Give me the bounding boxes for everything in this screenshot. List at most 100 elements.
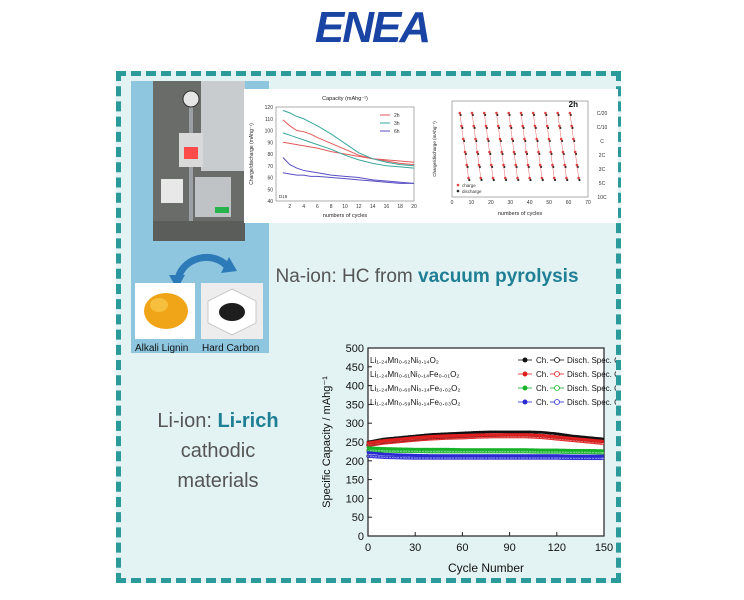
discharge-point bbox=[492, 178, 495, 182]
discharge-point bbox=[600, 441, 605, 445]
discharge-point bbox=[506, 449, 510, 454]
discharge-point bbox=[378, 449, 383, 453]
alkali-lignin-label: Alkali Lignin bbox=[135, 343, 189, 354]
discharge-point bbox=[451, 449, 455, 454]
discharge-point bbox=[416, 438, 421, 442]
discharge-point bbox=[444, 436, 449, 440]
discharge-point bbox=[471, 449, 476, 454]
na-rate-chart: 2h 0 10 20 30 40 50 60 70 numbers of cycles Charge… bbox=[432, 100, 607, 217]
x-tick-label: 0 bbox=[365, 542, 371, 554]
discharge-point bbox=[523, 434, 528, 439]
legend-dis-label: Disch. Spec. Cap. bbox=[567, 398, 616, 407]
discharge-point bbox=[460, 456, 465, 460]
discharge-point bbox=[407, 438, 411, 443]
discharge-point bbox=[511, 449, 515, 454]
discharge-point bbox=[462, 456, 466, 460]
discharge-point bbox=[371, 442, 375, 447]
discharge-point bbox=[462, 435, 466, 440]
discharge-point bbox=[446, 436, 450, 440]
discharge-point bbox=[572, 438, 576, 443]
discharge-point bbox=[441, 449, 446, 454]
discharge-point bbox=[534, 456, 539, 460]
lab-photo-column bbox=[131, 81, 269, 353]
discharge-point bbox=[393, 455, 397, 460]
discharge-point bbox=[429, 449, 433, 454]
discharge-point bbox=[424, 449, 428, 454]
discharge-point bbox=[537, 456, 542, 460]
discharge-point bbox=[471, 456, 476, 460]
discharge-point bbox=[588, 440, 592, 444]
discharge-point bbox=[589, 450, 594, 455]
discharge-point bbox=[382, 441, 386, 445]
discharge-point bbox=[529, 450, 534, 454]
rate-label: 2C bbox=[599, 153, 606, 159]
discharge-point bbox=[575, 456, 579, 461]
hard-carbon-photo bbox=[201, 283, 263, 339]
discharge-point bbox=[599, 456, 603, 461]
discharge-point bbox=[490, 456, 494, 460]
discharge-point bbox=[592, 450, 597, 455]
y-tick-label: 100 bbox=[346, 493, 364, 505]
block-line bbox=[557, 112, 567, 179]
rate-label: C bbox=[600, 139, 604, 145]
discharge-point bbox=[440, 449, 444, 454]
discharge-point bbox=[501, 456, 506, 460]
discharge-point bbox=[570, 456, 575, 461]
discharge-point bbox=[518, 456, 523, 460]
discharge-point bbox=[555, 450, 559, 454]
discharge-point bbox=[504, 178, 508, 182]
discharge-point bbox=[487, 435, 491, 439]
discharge-point bbox=[542, 456, 546, 460]
discharge-point bbox=[493, 434, 498, 439]
discharge-point bbox=[539, 435, 543, 440]
discharge-point bbox=[386, 449, 391, 453]
discharge-point bbox=[427, 449, 432, 454]
charge-point bbox=[556, 111, 559, 115]
discharge-point bbox=[463, 449, 468, 454]
discharge-point bbox=[451, 436, 455, 440]
discharge-point bbox=[476, 449, 480, 454]
discharge-point bbox=[537, 450, 542, 454]
discharge-point bbox=[444, 456, 449, 460]
discharge-point bbox=[394, 449, 399, 453]
discharge-point bbox=[577, 456, 581, 461]
discharge-point bbox=[578, 178, 581, 182]
discharge-point bbox=[415, 438, 419, 442]
discharge-point bbox=[533, 450, 537, 454]
discharge-point bbox=[599, 451, 603, 455]
discharge-point bbox=[581, 450, 586, 455]
y-tick-label: 80 bbox=[267, 152, 273, 158]
discharge-point bbox=[564, 456, 568, 460]
discharge-point bbox=[559, 450, 564, 454]
x-tick-label: 14 bbox=[370, 204, 376, 210]
discharge-point bbox=[463, 456, 468, 460]
discharge-point bbox=[476, 435, 480, 439]
discharge-point bbox=[411, 449, 416, 453]
discharge-point bbox=[573, 450, 578, 455]
discharge-point bbox=[564, 450, 568, 454]
charge-point bbox=[577, 176, 580, 180]
discharge-point bbox=[415, 456, 419, 460]
discharge-point bbox=[529, 178, 532, 182]
discharge-point bbox=[479, 449, 483, 454]
discharge-point bbox=[457, 436, 461, 440]
discharge-point bbox=[562, 450, 567, 454]
discharge-point bbox=[435, 449, 439, 454]
discharge-point bbox=[482, 456, 487, 460]
discharge-point bbox=[419, 437, 424, 442]
discharge-point bbox=[583, 450, 587, 455]
legend-dis-label: Disch. Spec. Cap. bbox=[567, 356, 616, 365]
discharge-point bbox=[433, 436, 438, 441]
discharge-point bbox=[512, 434, 517, 439]
discharge-point bbox=[481, 449, 485, 454]
discharge-point bbox=[481, 456, 485, 460]
discharge-point bbox=[446, 449, 450, 454]
discharge-point bbox=[383, 455, 388, 460]
na-rate-chart-card: 2h 0 10 20 30 40 50 60 70 numbers of cycles Charge… bbox=[428, 89, 618, 223]
x-tick-label: 4 bbox=[302, 204, 305, 210]
discharge-point bbox=[468, 435, 472, 440]
discharge-point bbox=[385, 449, 389, 453]
x-axis-label: numbers of cycles bbox=[323, 213, 368, 219]
li-ion-title-line2: cathodic bbox=[180, 440, 256, 462]
discharge-point bbox=[473, 435, 477, 439]
